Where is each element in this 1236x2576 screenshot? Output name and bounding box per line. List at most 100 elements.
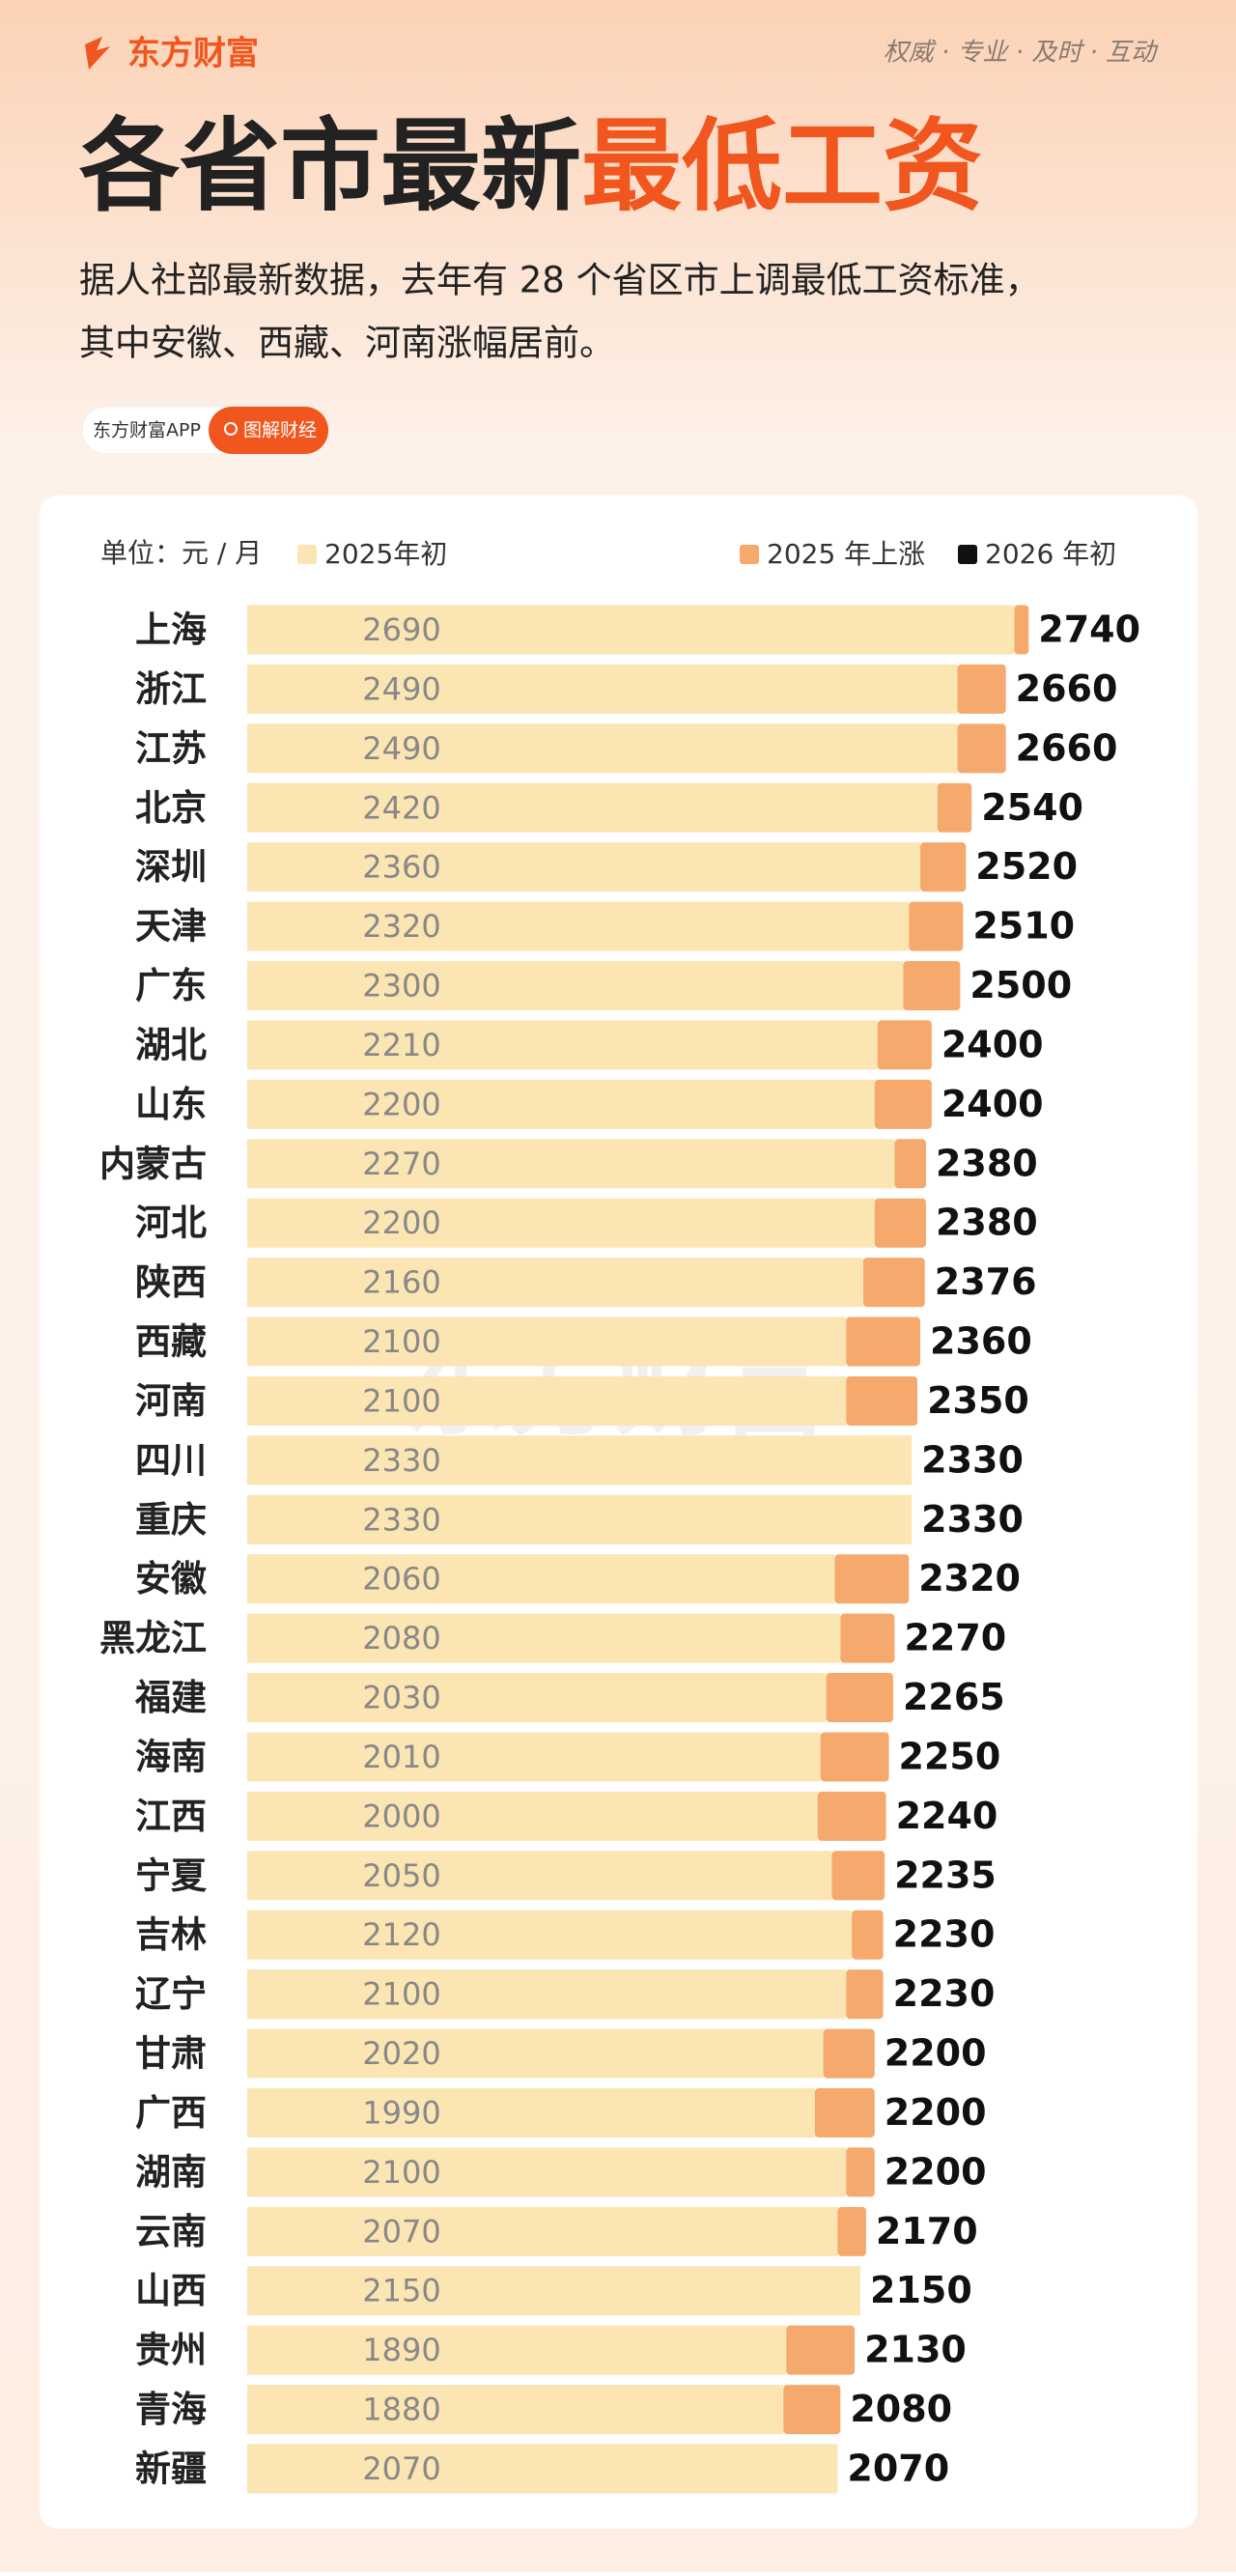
total-value-label: 2320 [918, 1557, 1021, 1599]
badge-tag: 图解财经 [243, 420, 317, 441]
total-value-label: 2080 [850, 2388, 952, 2430]
bar-base [247, 2028, 824, 2079]
total-value-label: 2500 [969, 964, 1072, 1006]
base-value-label: 2330 [362, 1501, 440, 1538]
total-value-label: 2740 [1038, 609, 1140, 651]
base-value-label: 2270 [362, 1146, 440, 1182]
base-value-label: 1880 [362, 2392, 440, 2428]
category-label: 海南 [135, 1736, 207, 1777]
base-value-label: 1890 [362, 2332, 440, 2368]
category-label: 西藏 [135, 1321, 207, 1363]
category-label: 浙江 [135, 668, 207, 710]
bar-increase [903, 961, 961, 1011]
category-label: 江西 [135, 1796, 207, 1837]
category-label: 甘肃 [135, 2033, 207, 2075]
category-label: 福建 [134, 1677, 207, 1718]
base-value-label: 2200 [362, 1086, 440, 1122]
category-label: 河南 [135, 1380, 207, 1422]
bar-increase [846, 1969, 884, 2020]
base-value-label: 2320 [362, 908, 440, 945]
bar-base [247, 1316, 847, 1367]
category-label: 广西 [135, 2092, 207, 2134]
base-value-label: 2150 [362, 2273, 440, 2309]
bar-base [247, 1732, 821, 1782]
base-value-label: 2300 [362, 968, 440, 1005]
bar-base [247, 2325, 787, 2375]
badge-tag-bg [209, 407, 328, 454]
bar-base [247, 2266, 861, 2316]
bar-base [247, 1969, 847, 2020]
legend: 2025年初 2025 年上涨 2026 年初 [297, 538, 1116, 570]
bar-increase [877, 1020, 932, 1070]
bar-base [247, 1494, 913, 1544]
category-label: 湖南 [135, 2151, 207, 2193]
total-value-label: 2360 [930, 1320, 1032, 1363]
base-value-label: 2330 [362, 1442, 440, 1479]
bar-base [247, 901, 910, 951]
base-value-label: 2080 [362, 1620, 440, 1656]
bar-increase [840, 1613, 895, 1663]
base-value-label: 2070 [362, 2213, 440, 2250]
category-label: 辽宁 [135, 1973, 207, 2015]
bar-base [247, 1020, 878, 1070]
base-value-label: 2360 [362, 849, 440, 886]
total-value-label: 2230 [893, 1972, 996, 2015]
bar-increase [831, 1851, 885, 1901]
total-value-label: 2380 [936, 1202, 1038, 1244]
total-value-label: 2265 [903, 1676, 1005, 1718]
bar-base [247, 2147, 847, 2197]
category-label: 内蒙古 [99, 1143, 207, 1184]
base-value-label: 2100 [362, 2154, 440, 2191]
bar-increase [920, 842, 967, 892]
bar-increase [783, 2385, 841, 2435]
bar-increase [874, 1198, 926, 1248]
bar-base [247, 1851, 832, 1901]
base-value-label: 2160 [362, 1264, 440, 1301]
total-value-label: 2330 [921, 1438, 1024, 1481]
bar-increase [846, 1316, 921, 1367]
badge-app: 东方财富APP [93, 420, 201, 441]
total-value-label: 2170 [876, 2210, 978, 2252]
total-value-label: 2150 [870, 2269, 972, 2311]
bar-base [247, 1554, 835, 1604]
brand-logo [85, 37, 110, 70]
base-value-label: 2070 [362, 2450, 440, 2487]
bar-base [247, 1673, 827, 1723]
bar-increase [817, 1791, 886, 1841]
base-value-label: 2000 [362, 1798, 440, 1834]
title-highlight: 最低工资 [581, 107, 983, 225]
bar-increase [786, 2325, 856, 2375]
category-label: 贵州 [135, 2330, 207, 2371]
bar-increase [852, 1910, 884, 1960]
bar-increase [837, 2206, 866, 2256]
category-label: 吉林 [135, 1914, 207, 1956]
bar-increase [894, 1139, 926, 1189]
total-value-label: 2270 [904, 1617, 1006, 1659]
category-label: 山东 [135, 1084, 207, 1125]
category-label: 江苏 [135, 727, 207, 769]
total-value-label: 2376 [935, 1260, 1037, 1303]
bar-increase [862, 1258, 925, 1308]
bar-increase [814, 2087, 875, 2137]
total-value-label: 2230 [893, 1913, 996, 1956]
bar-increase [957, 723, 1006, 774]
base-value-label: 2060 [362, 1561, 440, 1598]
bar-base [247, 1791, 818, 1841]
total-value-label: 2660 [1016, 667, 1118, 710]
base-value-label: 2210 [362, 1027, 440, 1063]
base-value-label: 2100 [362, 1382, 440, 1419]
bar-increase [957, 664, 1006, 714]
bar-increase [820, 1732, 889, 1782]
category-label: 河北 [135, 1203, 207, 1244]
plot: 上海 2690 2740 浙江 2490 2660 江苏 2490 2660 北京 2420 2540… [99, 605, 1140, 2494]
legend-swatch [740, 545, 759, 564]
legend-label: 2025年初 [324, 538, 447, 570]
total-value-label: 2400 [941, 1023, 1044, 1065]
total-value-label: 2200 [885, 2091, 987, 2134]
total-value-label: 2330 [921, 1498, 1024, 1541]
title: 各省市最新最低工资 [79, 107, 983, 225]
title-main: 各省市最新 [79, 107, 581, 225]
search-icon [224, 422, 238, 436]
